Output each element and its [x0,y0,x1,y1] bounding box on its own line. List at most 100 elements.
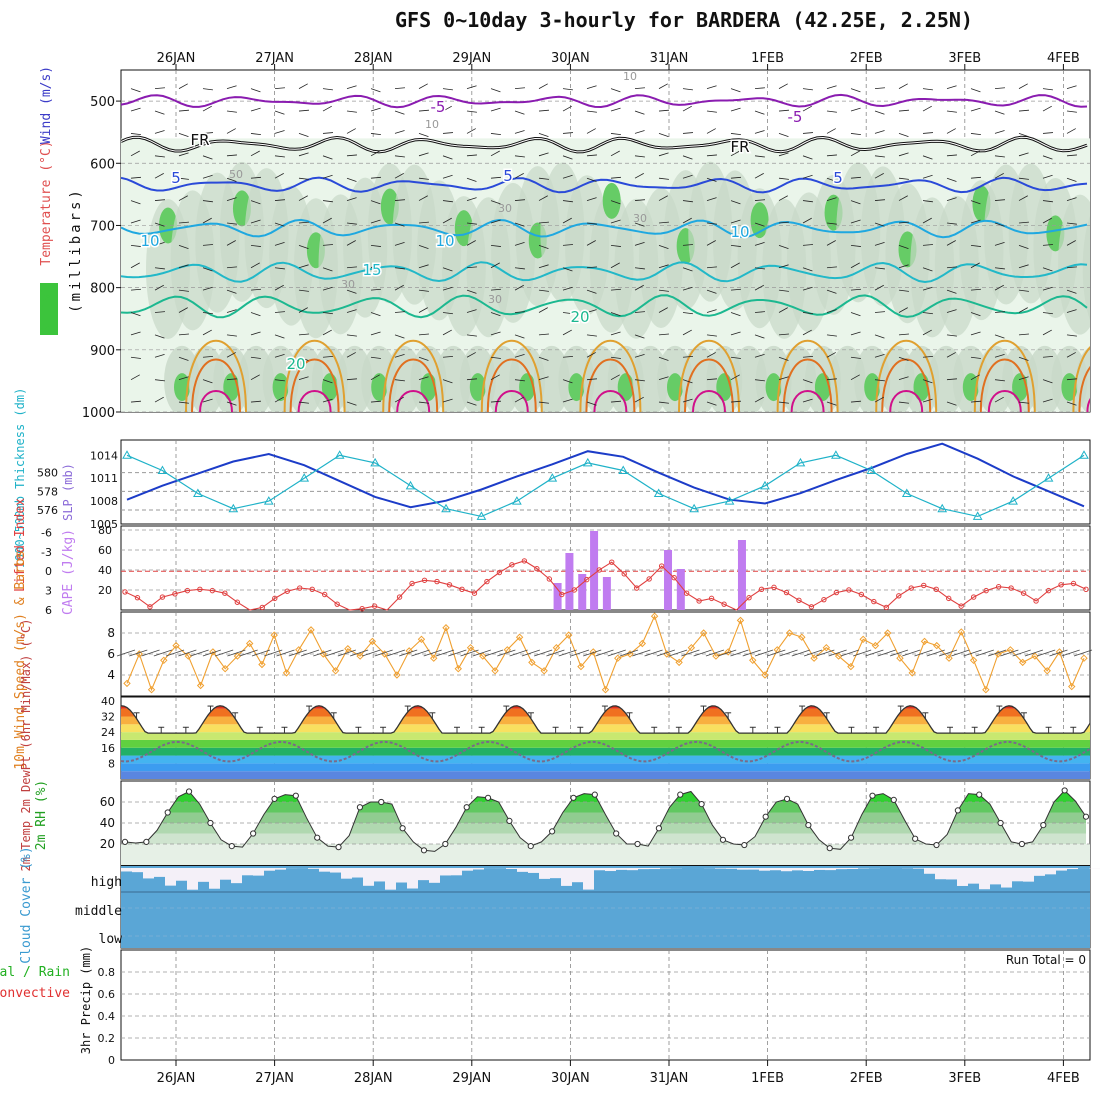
wind-barb-10m [619,649,639,657]
lifted-index-point [933,586,939,593]
wind-barb [1018,83,1028,90]
slp-line [126,454,1085,518]
cape-bar [590,531,599,610]
wind-barb-10m [754,649,774,657]
rh2m-point [805,822,812,829]
wind-barb [1066,154,1077,157]
slp-point [831,450,841,459]
wind-barb [658,133,669,138]
isotherm-label: -5 [431,98,446,116]
wind-barb-10m [509,649,528,657]
top-date-label: 26JAN [157,51,196,66]
wind-barb [778,109,789,112]
lifted-index-point [796,597,802,604]
wind-barb [394,222,405,227]
wind-barb [442,286,453,291]
wind-barb [562,155,573,160]
wind-barb [610,219,621,224]
wind-barb-10m [251,649,271,657]
lifted-index-point [334,601,340,607]
wind-speed-point [982,685,990,694]
wind-barb [874,130,885,134]
wind-speed-point [859,635,867,644]
rh2m-point [185,788,193,795]
lifted-tick-label: -6 [41,526,52,539]
rh2m-tick-label: 40 [100,816,115,830]
wind-barb-10m [423,649,442,657]
wind-barb [538,83,548,90]
top-date-label: 30JAN [551,51,590,66]
wind-barb [970,262,980,269]
wind-barb [778,152,789,157]
wind-barb [202,286,213,291]
lifted-index-point [546,576,553,582]
wind-barb [946,309,957,313]
wind-barb [706,197,717,201]
wind-barb [202,174,213,179]
wind-barb [562,312,573,315]
wind-barb [250,107,261,112]
wind-barb-10m [534,649,553,657]
wind-speed-point [123,679,131,688]
wind-barb [946,266,957,269]
rh2m-point [869,792,876,799]
bottom-date-label: 4FEB [1047,1071,1080,1086]
wind-barb [322,267,333,272]
wind-barb [274,267,285,270]
cloud-high-gap [407,868,418,889]
lifted-index-point [621,571,627,577]
wind10m-ylabel: 10m Wind Speed (m/s) & Barbs [13,550,28,769]
wind-barb [514,110,525,115]
wind-barb [370,400,381,403]
isotherm-label: 10 [730,223,749,241]
wind-barb [418,83,428,90]
wind-barb [922,132,933,134]
cloud-high-gap [979,868,990,890]
wind-barb [514,172,524,179]
precip-tick-label: 0 [108,1054,115,1067]
temp-band [121,755,1090,764]
wind-barb [778,307,788,313]
isotherm-label: 5 [833,169,843,187]
lifted-index-point [571,587,577,593]
wind-barb [754,284,764,291]
wind-barb [298,401,309,404]
wind-barb [826,85,837,90]
wind-barb [250,331,261,336]
low-level-isotherm [494,390,529,412]
wind-barb [922,267,933,272]
wind-barb [802,356,813,358]
slp-tick-label: 1014 [90,449,118,462]
wind-barb [370,200,381,205]
wind-barb [754,396,764,403]
wind-barb [538,356,549,361]
cloud-high-gap [319,868,330,872]
wind-barb [970,133,981,136]
isotherm-label: 5 [171,169,181,187]
wind-barb [922,105,932,112]
rh2m-point [847,834,855,841]
wind-barb [250,200,261,205]
wind-barb [658,333,669,336]
wind-speed-point [221,664,229,673]
wind-barb [490,262,500,269]
wind-barb [490,400,501,403]
wind-barb [994,110,1005,115]
cloud-high-gap [220,868,231,880]
lifted-index-point [396,594,403,600]
lifted-index-point [1070,580,1077,587]
wind-barb [706,334,717,337]
wind-speed-point [172,641,180,650]
wind-speed-point [675,658,683,667]
rh2m-shading [125,790,1086,844]
wind-barb-10m [705,649,725,657]
wind-speed-point [896,654,904,662]
temp-tick-label: 40 [101,695,115,708]
wind-speed-point [920,637,929,646]
wind-speed-point [822,643,831,652]
cloud-level-middle: middle [75,904,122,919]
wind-barb [970,88,981,93]
wind10m-panel [116,612,1093,694]
wind-barb [1066,222,1077,225]
wind-barb [298,133,309,138]
